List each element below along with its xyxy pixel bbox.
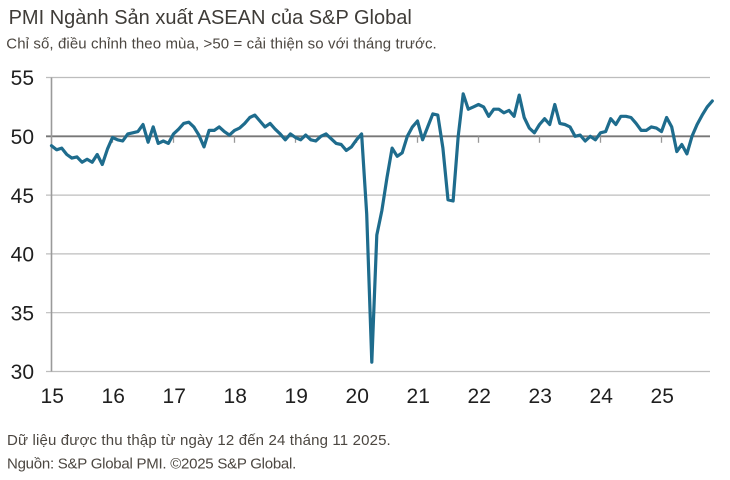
svg-text:22: 22 xyxy=(468,385,491,408)
svg-text:Dữ liệu được thu thập từ ngày: Dữ liệu được thu thập từ ngày 12 đến 24 … xyxy=(7,432,391,449)
svg-text:PMI Ngành Sản xuất ASEAN của S: PMI Ngành Sản xuất ASEAN của S&P Global xyxy=(9,7,412,29)
svg-text:Chỉ số, điều chỉnh theo mùa, >: Chỉ số, điều chỉnh theo mùa, >50 = cải t… xyxy=(6,36,437,53)
svg-text:23: 23 xyxy=(529,385,552,408)
svg-text:21: 21 xyxy=(407,385,430,408)
svg-text:50: 50 xyxy=(11,126,34,149)
svg-text:25: 25 xyxy=(651,385,674,408)
svg-text:17: 17 xyxy=(163,385,186,408)
svg-text:20: 20 xyxy=(346,385,369,408)
svg-text:18: 18 xyxy=(224,385,247,408)
svg-text:15: 15 xyxy=(41,385,64,408)
svg-text:16: 16 xyxy=(102,385,125,408)
svg-text:Nguồn: S&P Global PMI. ©2025 S: Nguồn: S&P Global PMI. ©2025 S&P Global. xyxy=(7,456,296,473)
svg-text:19: 19 xyxy=(285,385,308,408)
svg-text:40: 40 xyxy=(11,244,34,267)
svg-text:45: 45 xyxy=(11,185,34,208)
svg-text:30: 30 xyxy=(11,361,34,384)
svg-text:24: 24 xyxy=(590,385,614,408)
svg-text:35: 35 xyxy=(11,302,34,325)
svg-text:55: 55 xyxy=(11,67,34,90)
